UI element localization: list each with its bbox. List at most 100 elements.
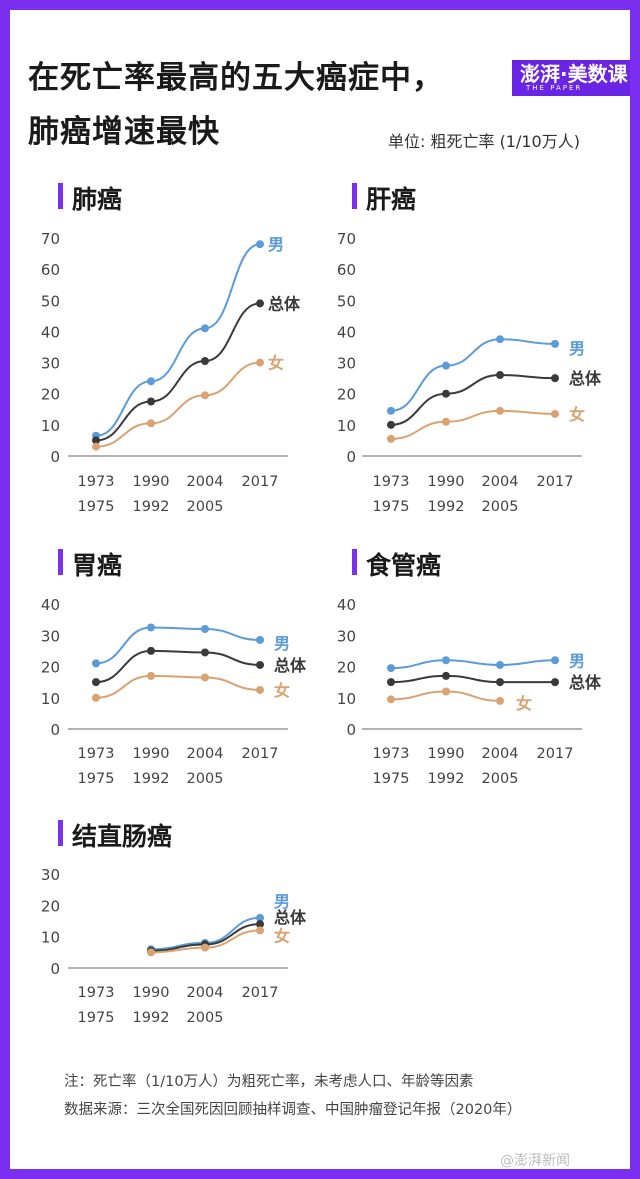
- x-tick-label: 1973: [373, 746, 410, 762]
- data-point-male: [147, 377, 155, 386]
- unit-label: 单位: 粗死亡率 (1/10万人): [388, 132, 580, 151]
- data-point-male: [442, 656, 450, 665]
- data-point-total: [201, 648, 209, 657]
- y-tick-label: 30: [337, 355, 356, 373]
- data-point-male: [201, 324, 209, 333]
- series-line-female: [95, 361, 261, 448]
- page-title-line1: 在死亡率最高的五大癌症中，: [28, 60, 444, 96]
- y-tick-label: 0: [50, 960, 60, 978]
- y-tick-label: 10: [41, 417, 60, 435]
- series-label-female: 女: [274, 926, 290, 945]
- panel-title-liver: 肝癌: [352, 180, 416, 216]
- y-tick-label: 10: [41, 929, 60, 947]
- series-label-total: 总体: [569, 369, 602, 388]
- y-tick-label: 60: [337, 261, 356, 279]
- data-point-male: [147, 623, 155, 632]
- data-point-total: [442, 389, 450, 398]
- data-point-total: [256, 920, 264, 929]
- data-point-female: [442, 687, 450, 696]
- y-tick-label: 50: [337, 292, 356, 310]
- series-line-male: [95, 626, 261, 665]
- data-point-female: [496, 406, 504, 415]
- y-tick-label: 30: [41, 627, 60, 645]
- data-point-total: [92, 436, 100, 445]
- x-tick-label: 1990: [133, 746, 170, 762]
- x-tick-label: 1990: [133, 474, 170, 490]
- x-tick-label: 2004: [482, 746, 519, 762]
- data-point-female: [92, 693, 100, 702]
- y-tick-label: 10: [41, 690, 60, 708]
- x-tick-label: 1992: [133, 771, 170, 787]
- x-tick-label: 2004: [187, 746, 224, 762]
- data-point-male: [201, 625, 209, 633]
- x-tick-label: 1973: [78, 474, 115, 490]
- series-label-total: 总体: [274, 908, 307, 927]
- x-tick-label: 2017: [242, 474, 279, 490]
- y-tick-label: 20: [41, 659, 60, 677]
- y-tick-label: 60: [41, 261, 60, 279]
- data-point-total: [387, 678, 395, 687]
- y-tick-label: 20: [337, 386, 356, 404]
- data-point-female: [256, 926, 264, 935]
- data-point-female: [201, 943, 209, 952]
- y-tick-label: 10: [337, 690, 356, 708]
- data-point-female: [201, 391, 209, 400]
- data-point-male: [496, 335, 504, 344]
- data-point-total: [496, 678, 504, 687]
- x-tick-label: 2005: [187, 499, 224, 515]
- y-tick-label: 40: [41, 596, 60, 614]
- y-tick-label: 40: [337, 596, 356, 614]
- x-tick-label: 2005: [482, 771, 519, 787]
- x-tick-label: 2005: [187, 771, 224, 787]
- data-point-female: [551, 409, 559, 418]
- x-tick-label: 1990: [133, 985, 170, 1001]
- x-tick-label: 2017: [242, 985, 279, 1001]
- series-label-female: 女: [268, 354, 284, 373]
- y-tick-label: 30: [41, 355, 60, 373]
- x-tick-label: 2005: [482, 499, 519, 515]
- data-point-male: [551, 656, 559, 665]
- y-tick-label: 20: [41, 897, 60, 915]
- x-tick-label: 1990: [428, 746, 465, 762]
- data-point-female: [201, 673, 209, 682]
- x-tick-label: 2004: [187, 985, 224, 1001]
- data-point-total: [387, 420, 395, 429]
- series-label-female: 女: [274, 681, 290, 700]
- data-source: 数据来源：三次全国死因回顾抽样调查、中国肿瘤登记年报（2020年）: [64, 1102, 522, 1118]
- series-label-total: 总体: [274, 656, 307, 675]
- x-tick-label: 1973: [373, 474, 410, 490]
- data-point-total: [201, 357, 209, 366]
- x-tick-label: 2017: [242, 746, 279, 762]
- series-line-total: [95, 649, 261, 684]
- series-line-male: [95, 243, 261, 437]
- y-tick-label: 0: [346, 448, 356, 466]
- data-point-male: [256, 635, 264, 644]
- data-point-total: [256, 299, 264, 308]
- series-label-male: 男: [274, 892, 290, 911]
- x-tick-label: 2004: [187, 474, 224, 490]
- y-tick-label: 0: [346, 721, 356, 739]
- infographic-card: [10, 10, 630, 1169]
- data-point-male: [387, 406, 395, 415]
- data-point-female: [256, 358, 264, 367]
- data-point-female: [387, 695, 395, 704]
- data-point-female: [442, 417, 450, 426]
- x-tick-label: 1975: [78, 1010, 115, 1026]
- series-line-female: [390, 409, 556, 440]
- data-point-total: [147, 397, 155, 406]
- x-tick-label: 2005: [187, 1010, 224, 1026]
- y-tick-label: 40: [337, 323, 356, 341]
- y-tick-label: 20: [337, 659, 356, 677]
- series-label-male: 男: [274, 634, 290, 653]
- data-point-male: [256, 913, 264, 922]
- watermark: @澎湃新闻: [500, 1153, 570, 1169]
- footnote: 注：死亡率（1/10万人）为粗死亡率，未考虑人口、年龄等因素: [64, 1074, 474, 1090]
- panel-title-esophagus: 食管癌: [352, 546, 441, 582]
- data-point-total: [147, 646, 155, 655]
- title-accent-bar: [58, 820, 63, 846]
- series-label-female: 女: [516, 694, 532, 713]
- x-tick-label: 2004: [482, 474, 519, 490]
- y-tick-label: 30: [337, 627, 356, 645]
- panel-title-colorectal: 结直肠癌: [58, 817, 172, 853]
- x-tick-label: 1973: [78, 746, 115, 762]
